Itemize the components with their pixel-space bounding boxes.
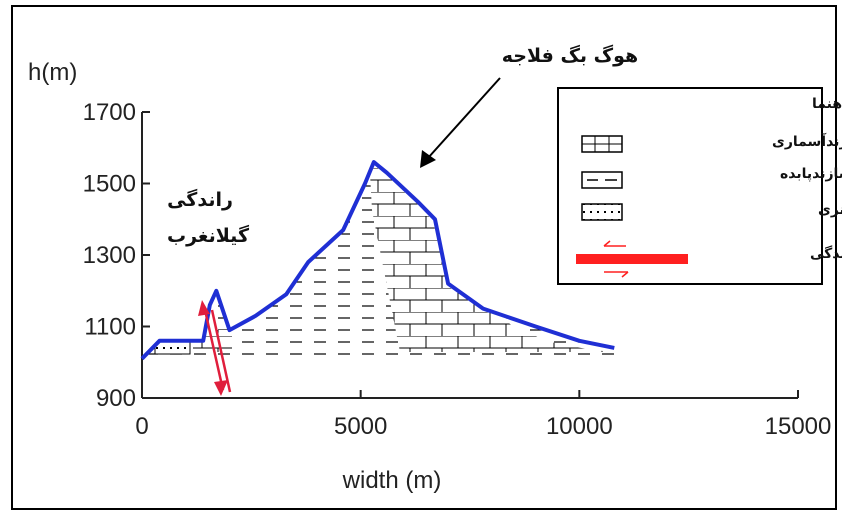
legend-label-quaternary: نهشته های کواترنری (818, 202, 842, 218)
x-axis-label: width (m) (342, 467, 442, 494)
legend: راهنما سازندآسماری سازندپابده نهشته های … (557, 87, 842, 285)
y-tick-label: 1300 (83, 242, 136, 269)
x-tick-label: 10000 (546, 413, 613, 440)
legend-title: راهنما (812, 96, 842, 112)
legend-label-thrust: راندگی (810, 245, 842, 262)
topographic-profile-line (140, 160, 615, 361)
x-tick-label: 5000 (334, 413, 387, 440)
legend-swatch-dashes (581, 171, 623, 189)
mountain-name-label: هوگ بگ فلاجه (502, 44, 638, 67)
legend-thrust-arrows (603, 240, 629, 278)
legend-thrust-bar (576, 254, 688, 264)
x-tick-label: 0 (135, 413, 148, 440)
y-axis-label: h(m) (28, 59, 77, 86)
legend-item-pabdeh: سازندپابده (581, 166, 842, 189)
x-tick-marks (141, 390, 799, 398)
fault-name-line2: گیلانغرب (167, 224, 250, 247)
mountain-pointer-arrow (420, 77, 501, 168)
y-tick-label: 1500 (83, 171, 136, 198)
fault-name-line1: راندگی (167, 188, 233, 211)
y-tick-labels: 900 1100 1300 1500 1700 (83, 99, 136, 412)
x-tick-label: 15000 (765, 413, 832, 440)
legend-item-thrust: راندگی (576, 240, 842, 278)
gilangharb-thrust-symbol (198, 300, 232, 396)
y-axis: 900 1100 1300 1500 1700 (83, 99, 150, 412)
x-axis: 0 5000 10000 15000 (135, 390, 831, 440)
legend-swatch-dots (581, 203, 623, 221)
y-tick-label: 900 (96, 385, 136, 412)
legend-item-asmari: سازندآسماری (581, 132, 842, 153)
y-tick-label: 1100 (84, 314, 136, 341)
legend-item-quaternary: نهشته های کواترنری (581, 202, 842, 221)
asmari-formation-area (369, 162, 610, 352)
x-tick-labels: 0 5000 10000 15000 (135, 413, 831, 440)
legend-label-pabdeh: سازندپابده (780, 166, 842, 182)
legend-label-asmari: سازندآسماری (772, 132, 842, 150)
y-tick-label: 1700 (83, 99, 136, 126)
